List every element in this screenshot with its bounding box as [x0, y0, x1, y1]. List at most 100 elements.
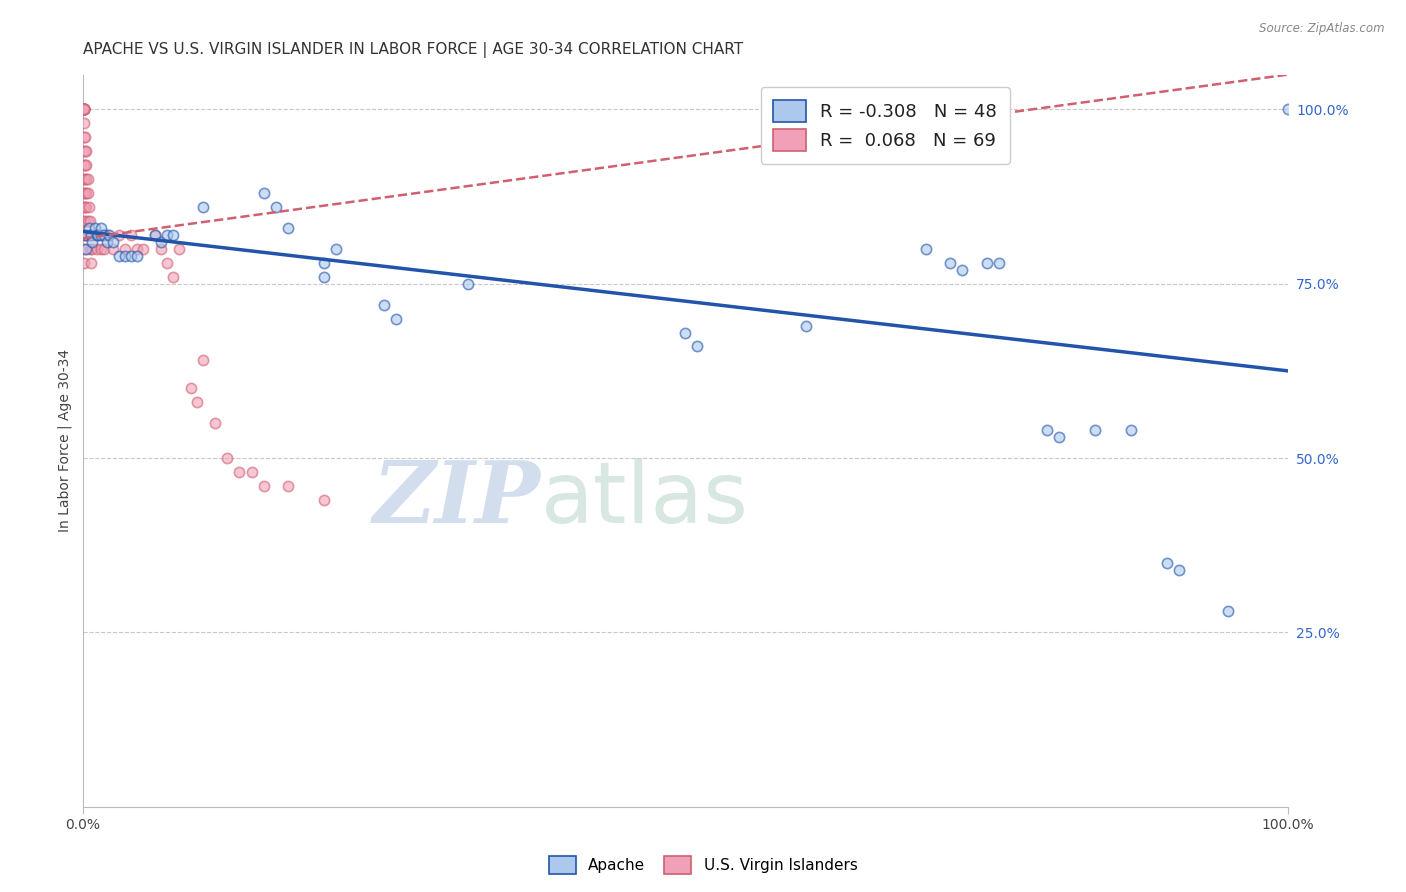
Point [73, 103, 96, 117]
Point [264, 200, 287, 214]
Point [75, 145, 97, 159]
Point [73, 145, 96, 159]
Point [75, 227, 97, 242]
Point [673, 326, 696, 340]
Point [75, 227, 97, 242]
Point [73, 200, 96, 214]
Point [180, 381, 202, 395]
Point [83, 221, 105, 235]
Point [90, 227, 112, 242]
Point [108, 249, 131, 263]
Point [252, 479, 274, 493]
Point [1277, 103, 1299, 117]
Point [1168, 563, 1191, 577]
Point [75, 158, 97, 172]
Point [1047, 430, 1070, 444]
Text: APACHE VS U.S. VIRGIN ISLANDER IN LABOR FORCE | AGE 30-34 CORRELATION CHART: APACHE VS U.S. VIRGIN ISLANDER IN LABOR … [83, 42, 742, 58]
Point [75, 200, 97, 214]
Point [75, 200, 97, 214]
Point [939, 256, 962, 270]
Point [228, 465, 250, 479]
Point [794, 318, 817, 333]
Point [156, 227, 179, 242]
Point [150, 242, 173, 256]
Point [82, 242, 104, 256]
Point [1121, 423, 1143, 437]
Point [217, 450, 239, 465]
Point [86, 242, 108, 256]
Point [101, 242, 124, 256]
Point [87, 227, 110, 242]
Point [73, 103, 96, 117]
Point [90, 242, 112, 256]
Point [277, 479, 299, 493]
Point [93, 227, 115, 242]
Point [915, 242, 938, 256]
Point [73, 214, 96, 228]
Point [75, 158, 97, 172]
Point [77, 221, 100, 235]
Point [373, 298, 395, 312]
Point [1084, 423, 1107, 437]
Point [73, 103, 96, 117]
Point [96, 227, 118, 242]
Point [76, 214, 98, 228]
Point [101, 235, 124, 249]
Point [325, 242, 347, 256]
Point [73, 256, 96, 270]
Point [204, 416, 226, 430]
Point [79, 214, 101, 228]
Text: Source: ZipAtlas.com: Source: ZipAtlas.com [1260, 22, 1385, 36]
Point [75, 172, 97, 186]
Point [125, 249, 148, 263]
Point [150, 235, 173, 249]
Point [73, 103, 96, 117]
Point [73, 130, 96, 145]
Point [80, 227, 103, 242]
Point [73, 186, 96, 200]
Point [75, 186, 97, 200]
Legend: R = -0.308   N = 48, R =  0.068   N = 69: R = -0.308 N = 48, R = 0.068 N = 69 [761, 87, 1010, 164]
Point [312, 269, 335, 284]
Point [73, 227, 96, 242]
Point [987, 256, 1010, 270]
Point [73, 103, 96, 117]
Point [77, 200, 100, 214]
Point [143, 227, 166, 242]
Point [73, 172, 96, 186]
Point [114, 249, 136, 263]
Legend: Apache, U.S. Virgin Islanders: Apache, U.S. Virgin Islanders [543, 850, 863, 880]
Point [156, 256, 179, 270]
Point [686, 339, 709, 353]
Point [108, 227, 131, 242]
Point [73, 103, 96, 117]
Point [193, 353, 215, 368]
Text: ZIP: ZIP [373, 458, 541, 541]
Point [252, 186, 274, 200]
Point [162, 269, 184, 284]
Point [457, 277, 479, 291]
Y-axis label: In Labor Force | Age 30-34: In Labor Force | Age 30-34 [58, 349, 72, 533]
Point [98, 227, 121, 242]
Point [1216, 604, 1239, 618]
Point [77, 227, 100, 242]
Point [73, 103, 96, 117]
Point [75, 145, 97, 159]
Point [1156, 556, 1178, 570]
Point [186, 395, 208, 409]
Point [120, 249, 142, 263]
Point [75, 172, 97, 186]
Point [193, 200, 215, 214]
Point [75, 130, 97, 145]
Point [277, 221, 299, 235]
Point [96, 235, 118, 249]
Text: atlas: atlas [541, 458, 749, 541]
Point [73, 158, 96, 172]
Point [80, 227, 103, 242]
Point [125, 242, 148, 256]
Point [162, 227, 184, 242]
Point [73, 103, 96, 117]
Point [93, 242, 115, 256]
Point [73, 103, 96, 117]
Point [75, 242, 97, 256]
